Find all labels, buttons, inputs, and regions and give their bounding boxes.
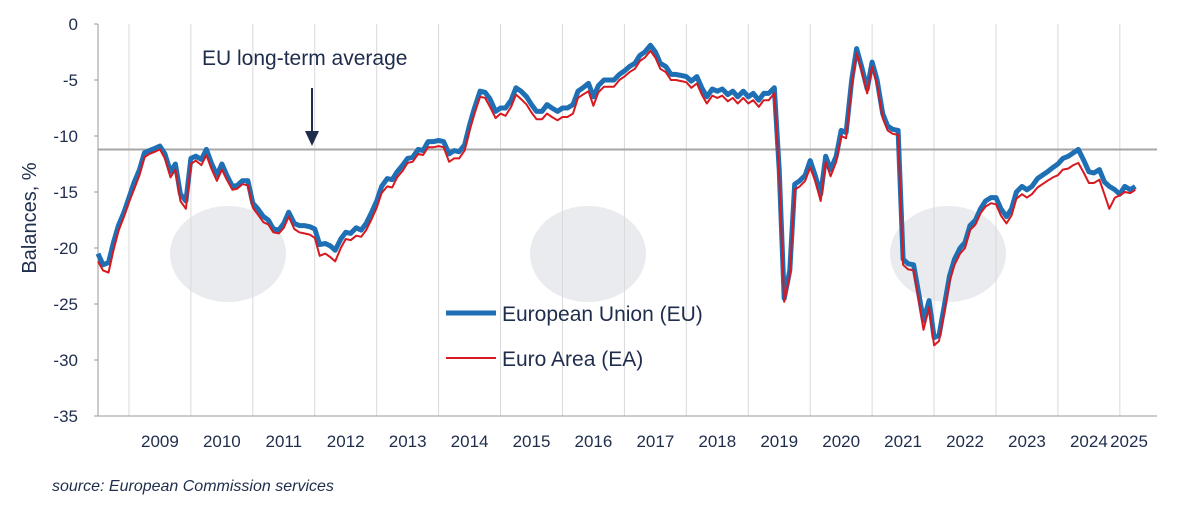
legend-label-eu: European Union (EU) <box>502 303 703 326</box>
x-tick-label: 2010 <box>203 432 241 451</box>
y-tick-labels: 0 -5 -10 -15 -20 -25 -30 -35 <box>53 15 98 426</box>
source-note: source: European Commission services <box>52 478 334 495</box>
x-tick-label: 2023 <box>1008 432 1046 451</box>
x-tick-label: 2011 <box>266 432 303 451</box>
y-tick-label: -20 <box>53 239 78 258</box>
x-tick-label: 2020 <box>822 432 860 451</box>
y-axis-label: Balances, % <box>19 162 41 273</box>
x-tick-labels: 2009 2010 2011 2012 2013 2014 2015 2016 2017 2018… <box>141 432 1148 451</box>
x-tick-label: 2018 <box>698 432 736 451</box>
x-tick-label: 2009 <box>141 432 179 451</box>
x-tick-label: 2012 <box>327 432 365 451</box>
x-tick-label: 2016 <box>575 432 613 451</box>
x-tick-label: 2022 <box>946 432 984 451</box>
vertical-gridlines <box>128 24 1121 416</box>
y-tick-label: -10 <box>53 127 78 146</box>
legend: European Union (EU) Euro Area (EA) <box>446 303 703 371</box>
x-tick-label: 2015 <box>513 432 551 451</box>
x-tick-label: 2013 <box>389 432 427 451</box>
annotation-arrow <box>305 88 319 146</box>
axes <box>97 24 1157 417</box>
x-tick-label: 2025 <box>1110 432 1148 451</box>
y-tick-label: -30 <box>53 351 78 370</box>
x-tick-label: 2019 <box>760 432 798 451</box>
y-tick-label: -35 <box>53 407 78 426</box>
legend-label-ea: Euro Area (EA) <box>502 348 643 371</box>
y-tick-label: -15 <box>53 183 78 202</box>
series-line-eu <box>95 42 1137 341</box>
y-tick-label: -5 <box>63 71 78 90</box>
x-tick-label: 2021 <box>884 432 922 451</box>
watermark-logo <box>170 206 1006 302</box>
x-tick-label: 2017 <box>636 432 674 451</box>
x-tick-label: 2024 <box>1070 432 1108 451</box>
annotation-text: EU long-term average <box>202 47 407 70</box>
y-tick-label: 0 <box>69 15 78 34</box>
x-tick-label: 2014 <box>451 432 489 451</box>
series-line-ea <box>97 49 1136 347</box>
y-tick-label: -25 <box>53 295 78 314</box>
